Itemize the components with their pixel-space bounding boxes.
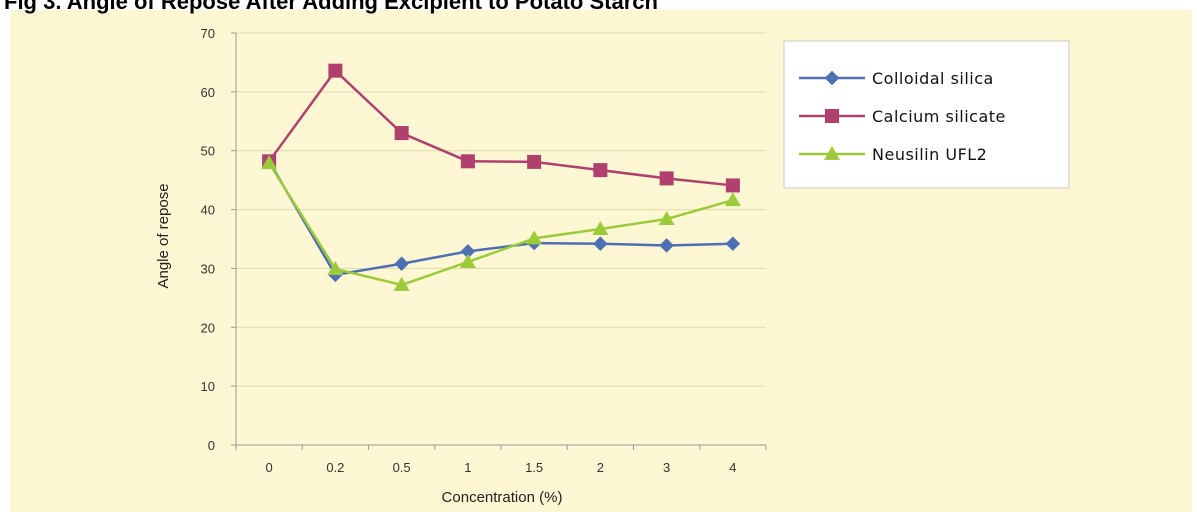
legend-marker [825,109,839,123]
data-point [592,220,609,235]
x-tick-label: 0.5 [393,460,411,475]
x-axis-title: Concentration (%) [442,489,563,506]
y-tick-label: 20 [201,320,215,335]
axes [231,32,767,450]
data-point [261,155,278,170]
series-line [268,160,733,277]
data-point [394,256,409,272]
series-line [268,162,734,287]
gridlines [236,32,766,387]
data-point [593,236,608,252]
y-tick-label: 0 [208,438,215,453]
data-point [659,238,674,253]
data-point [327,261,344,276]
series-colloidal-silica [261,153,741,283]
data-point [527,154,542,169]
x-tick-labels: 0 0.2 0.5 1 1.5 2 3 4 [266,460,737,475]
legend-entry: Colloidal silica [799,69,994,88]
data-series [261,63,741,291]
data-point [725,178,740,193]
y-axis-title: Angle of repose [155,183,172,288]
data-point [526,230,543,245]
x-tick-label: 0.2 [326,460,344,475]
data-point [460,154,475,169]
data-point [328,63,343,78]
data-point [659,171,674,186]
legend-label: Neusilin UFL2 [872,145,987,164]
y-tick-label: 70 [201,26,215,41]
chart-title: Fig 3. Angle of Repose After Adding Exci… [4,0,658,14]
y-tick-labels: 0 10 20 30 40 50 60 70 [201,26,215,453]
data-point [725,236,741,252]
legend-entry: Calcium silicate [799,107,1006,126]
x-tick-label: 1 [464,460,471,475]
y-tick-label: 50 [201,144,215,159]
x-tick-label: 1.5 [525,460,543,475]
data-point [593,163,608,178]
legend-label: Colloidal silica [872,69,994,88]
legend-marker [824,70,840,86]
series-calcium-silicate [262,63,740,193]
data-point [393,276,410,291]
x-tick-label: 3 [663,460,670,475]
series-neusilin-ufl2 [261,155,741,291]
data-point [459,253,476,268]
y-tick-label: 10 [201,379,215,394]
x-tick-label: 2 [597,460,604,475]
x-tick-label: 0 [266,460,273,475]
data-point [724,192,741,207]
y-tick-label: 40 [201,203,215,218]
legend-entry: Neusilin UFL2 [799,145,987,164]
legend-label: Calcium silicate [872,107,1006,126]
data-point [394,126,409,141]
legend: Colloidal silica Calcium silicate Neusilin… [783,40,1070,189]
y-tick-label: 60 [201,85,215,100]
series-line [268,69,734,187]
data-point [658,210,675,225]
legend-marker [824,146,840,160]
y-tick-label: 30 [201,261,215,276]
x-tick-label: 4 [729,460,736,475]
